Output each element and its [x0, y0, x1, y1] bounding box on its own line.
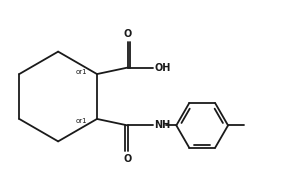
- Text: NH: NH: [154, 120, 170, 130]
- Text: or1: or1: [76, 69, 88, 74]
- Text: O: O: [123, 154, 132, 164]
- Text: O: O: [123, 29, 132, 39]
- Text: or1: or1: [76, 119, 88, 124]
- Text: OH: OH: [155, 63, 171, 73]
